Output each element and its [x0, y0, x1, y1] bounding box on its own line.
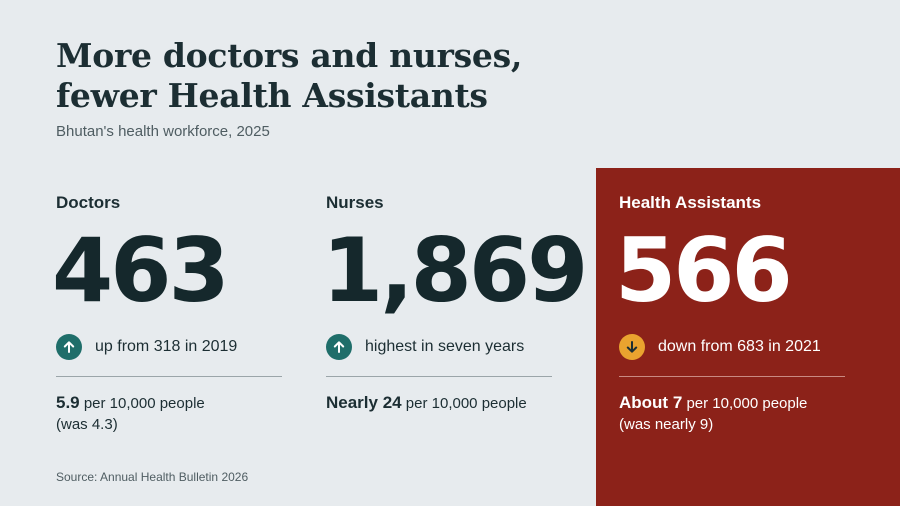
card-label: Doctors [56, 193, 121, 212]
source-note: Source: Annual Health Bulletin 2026 [56, 470, 249, 484]
trend-row: up from 318 in 2019 [56, 334, 237, 360]
arrow-down-icon [619, 334, 645, 360]
card-nurses: Nurses 1,869 highest in seven years Near… [322, 168, 588, 506]
rate-unit: per 10,000 people [686, 395, 808, 412]
arrow-up-icon [326, 334, 352, 360]
arrow-up-icon [56, 334, 82, 360]
divider [326, 376, 552, 377]
trend-row: down from 683 in 2021 [619, 334, 821, 360]
rate-text: 5.9 per 10,000 people (was 4.3) [56, 392, 205, 435]
rate-unit: per 10,000 people [405, 395, 527, 412]
trend-text: highest in seven years [365, 338, 525, 355]
rate-text: About 7 per 10,000 people (was nearly 9) [619, 392, 807, 435]
card-doctors: Doctors 463 up from 318 in 2019 5.9 per … [52, 168, 282, 506]
rate-value: About 7 [619, 393, 683, 412]
trend-text: down from 683 in 2021 [658, 338, 821, 355]
rate-value: 5.9 [56, 393, 80, 412]
card-value: 463 [52, 219, 230, 322]
card-label: Nurses [326, 193, 384, 212]
rate-value: Nearly 24 [326, 393, 402, 412]
divider [56, 376, 282, 377]
rate-unit: per 10,000 people [83, 395, 205, 412]
page-title: More doctors and nurses, fewer Health As… [56, 36, 522, 116]
card-label: Health Assistants [619, 193, 762, 212]
title-line-2: fewer Health Assistants [56, 76, 488, 115]
divider [619, 376, 845, 377]
rate-previous: (was 4.3) [56, 416, 118, 433]
rate-text: Nearly 24 per 10,000 people [326, 392, 527, 414]
title-line-1: More doctors and nurses, [56, 36, 523, 75]
card-health-assistants: Health Assistants 566 down from 683 in 2… [596, 168, 900, 506]
page-subtitle: Bhutan's health workforce, 2025 [56, 123, 270, 140]
trend-text: up from 318 in 2019 [95, 338, 238, 355]
card-value: 566 [615, 219, 793, 322]
trend-row: highest in seven years [326, 334, 524, 360]
card-value: 1,869 [322, 219, 588, 322]
rate-previous: (was nearly 9) [619, 416, 714, 433]
